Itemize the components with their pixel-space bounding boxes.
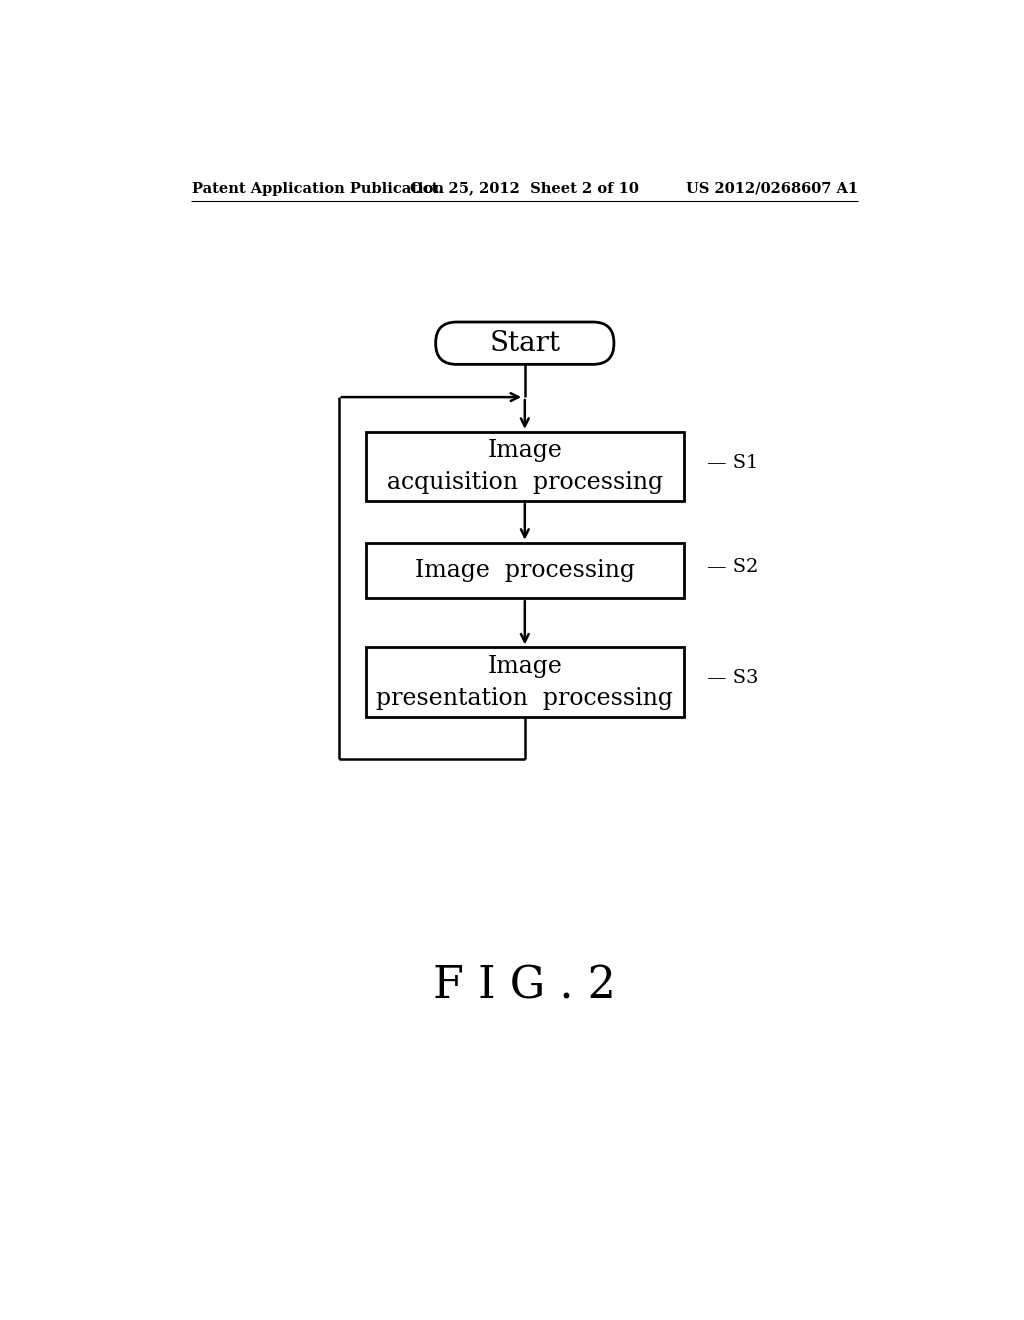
Text: Image
presentation  processing: Image presentation processing xyxy=(376,655,674,710)
Text: — S3: — S3 xyxy=(707,669,759,688)
Text: Start: Start xyxy=(489,330,560,356)
FancyBboxPatch shape xyxy=(366,647,684,717)
Text: Patent Application Publication: Patent Application Publication xyxy=(191,182,443,195)
Text: US 2012/0268607 A1: US 2012/0268607 A1 xyxy=(686,182,858,195)
Text: Image  processing: Image processing xyxy=(415,558,635,582)
Text: F I G . 2: F I G . 2 xyxy=(433,965,616,1007)
Text: — S1: — S1 xyxy=(707,454,759,471)
Text: Oct. 25, 2012  Sheet 2 of 10: Oct. 25, 2012 Sheet 2 of 10 xyxy=(411,182,639,195)
FancyBboxPatch shape xyxy=(435,322,614,364)
FancyBboxPatch shape xyxy=(366,432,684,502)
Text: Image
acquisition  processing: Image acquisition processing xyxy=(387,438,663,494)
FancyBboxPatch shape xyxy=(366,543,684,598)
Text: — S2: — S2 xyxy=(707,557,759,576)
